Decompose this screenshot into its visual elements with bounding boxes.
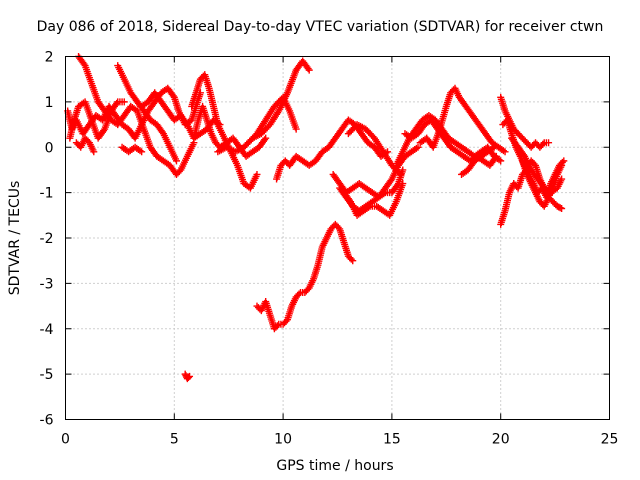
- series-arc-13: [253, 220, 357, 333]
- plus-marker: [558, 161, 566, 169]
- plus-marker: [497, 157, 505, 165]
- plus-marker: [492, 152, 500, 160]
- plus-marker: [292, 125, 300, 133]
- y-tick-label: -2: [40, 231, 54, 247]
- plus-marker: [80, 60, 88, 68]
- plus-marker: [397, 170, 405, 178]
- plus-marker: [539, 140, 547, 148]
- plus-marker: [499, 147, 507, 155]
- series-arc-14: [181, 370, 194, 383]
- x-tick-label: 25: [601, 432, 619, 448]
- y-tick-label: 0: [45, 140, 54, 156]
- plus-marker: [90, 148, 98, 156]
- plus-marker: [501, 148, 509, 156]
- plus-marker: [347, 255, 355, 263]
- series-arc-03: [66, 98, 128, 142]
- series-arc-23: [497, 93, 553, 151]
- plus-marker: [273, 322, 281, 330]
- plus-marker: [138, 148, 146, 156]
- plus-marker: [261, 136, 269, 144]
- plus-marker: [490, 143, 498, 151]
- plus-marker: [491, 154, 499, 162]
- y-tick-label: 1: [45, 95, 54, 111]
- data-points: [64, 53, 568, 383]
- series-arc-18: [344, 121, 405, 178]
- series-arc-05: [114, 62, 180, 165]
- y-tick-label: -1: [40, 186, 54, 202]
- series-arc-17: [340, 180, 407, 219]
- y-axis-label: SDTVAR / TECUs: [7, 181, 23, 296]
- plus-marker: [412, 144, 420, 152]
- y-tick-label: -5: [40, 367, 54, 383]
- y-tick-label: -4: [40, 322, 54, 338]
- x-axis-label: GPS time / hours: [276, 458, 393, 474]
- y-tick-label: -3: [40, 276, 54, 292]
- series-arc-22: [458, 143, 498, 178]
- plus-marker: [262, 134, 270, 142]
- series-arc-12: [273, 116, 392, 183]
- plus-marker: [414, 143, 422, 151]
- plus-marker: [349, 257, 357, 265]
- x-tick-label: 10: [274, 432, 292, 448]
- plus-marker: [186, 372, 194, 380]
- plus-marker: [489, 144, 497, 152]
- plot-frame: [65, 56, 610, 420]
- plus-marker: [172, 157, 180, 165]
- x-tick-label: 0: [61, 432, 70, 448]
- series-arc-04: [72, 134, 98, 156]
- plus-marker: [295, 290, 303, 298]
- x-tick-label: 5: [170, 432, 179, 448]
- series-arc-10: [214, 57, 313, 156]
- plus-marker: [395, 169, 403, 177]
- series-arc-09: [190, 102, 270, 160]
- plus-marker: [304, 65, 312, 73]
- series-arc-11: [244, 93, 300, 147]
- axis-ticks: 0 5 10 15 20 25 -6 -5 -4 -3 -2 -1 0 1 2: [40, 50, 619, 448]
- plus-marker: [560, 157, 568, 165]
- plus-marker: [113, 99, 121, 107]
- plus-marker: [253, 170, 261, 178]
- plus-marker: [380, 190, 388, 198]
- series-arc-27: [518, 157, 566, 210]
- series-arc-06: [118, 143, 146, 156]
- series-arc-08: [188, 71, 261, 192]
- plus-marker: [365, 203, 373, 211]
- y-tick-label: 2: [45, 50, 54, 66]
- x-tick-label: 15: [383, 432, 401, 448]
- y-tick-label: -6: [40, 413, 54, 429]
- plus-marker: [305, 66, 313, 74]
- plus-marker: [184, 374, 192, 382]
- plus-marker: [399, 180, 407, 188]
- plus-marker: [100, 127, 108, 135]
- plus-marker: [558, 205, 566, 213]
- plus-marker: [545, 139, 553, 147]
- x-tick-label: 20: [492, 432, 510, 448]
- plus-marker: [120, 98, 128, 106]
- chart-title: Day 086 of 2018, Sidereal Day-to-day VTE…: [37, 19, 604, 35]
- plus-marker: [399, 166, 407, 174]
- plus-marker: [556, 204, 564, 212]
- plus-marker: [136, 147, 144, 155]
